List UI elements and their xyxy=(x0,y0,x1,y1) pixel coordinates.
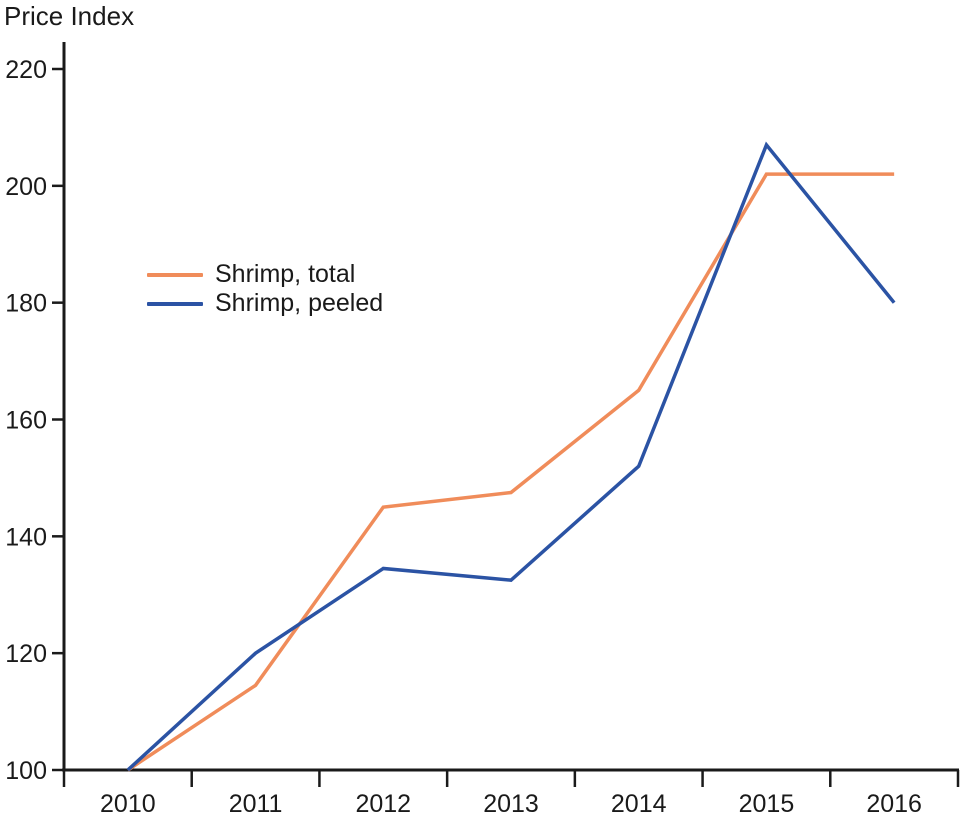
x-tick-label: 2016 xyxy=(866,790,922,818)
series-line-total xyxy=(126,172,895,772)
legend-line-total-icon xyxy=(147,272,203,277)
legend: Shrimp, total Shrimp, peeled xyxy=(147,260,383,318)
x-tick-label: 2013 xyxy=(483,790,539,818)
legend-label-shrimp-peeled: Shrimp, peeled xyxy=(215,289,384,317)
x-tick-label: 2010 xyxy=(100,790,156,818)
y-tick-label: 200 xyxy=(5,173,47,201)
x-tick-label: 2011 xyxy=(229,790,283,818)
legend-label-shrimp-total: Shrimp, total xyxy=(215,260,356,288)
x-tick-label: 2014 xyxy=(611,790,667,818)
series-line-peeled xyxy=(126,141,896,772)
legend-item-shrimp-peeled: Shrimp, peeled xyxy=(147,289,383,318)
y-tick-label: 160 xyxy=(5,407,47,435)
y-tick-label: 140 xyxy=(5,523,47,551)
y-axis-title: Price Index xyxy=(4,1,135,31)
y-tick-label: 100 xyxy=(5,757,47,785)
y-tick-label: 120 xyxy=(5,640,47,668)
x-tick-label: 2015 xyxy=(739,790,795,818)
y-tick-label: 220 xyxy=(5,56,47,84)
legend-line-peeled-icon xyxy=(147,301,203,306)
legend-item-shrimp-total: Shrimp, total xyxy=(147,260,383,289)
x-tick-label: 2012 xyxy=(355,790,411,818)
y-tick-label: 180 xyxy=(5,290,47,318)
